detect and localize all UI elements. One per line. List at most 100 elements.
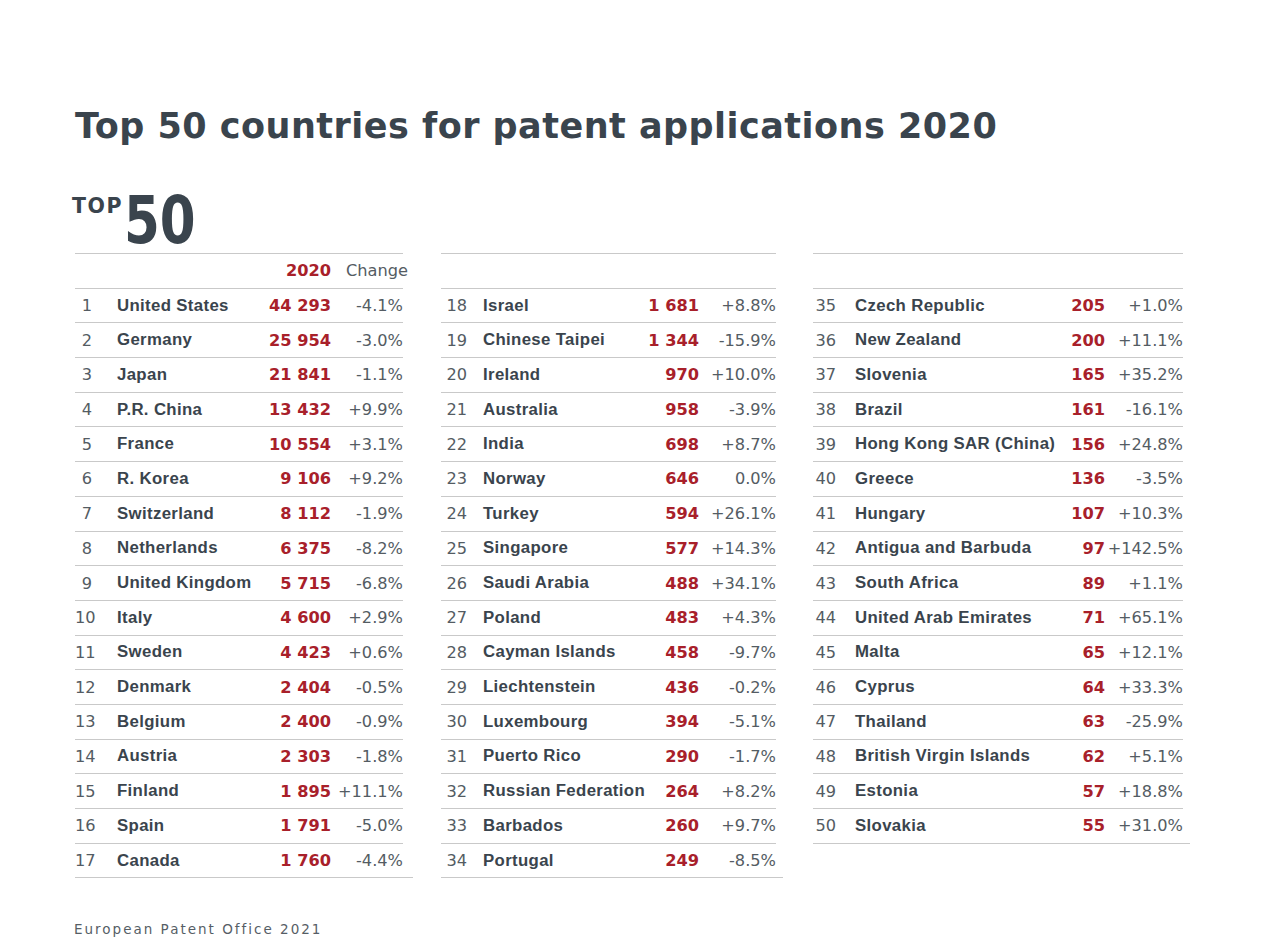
rank-cell: 41: [813, 504, 836, 523]
table-row: 31Puerto Rico290-1.7%: [441, 739, 776, 774]
change-cell: +8.2%: [699, 782, 776, 801]
table-row: 39Hong Kong SAR (China)156+24.8%: [813, 426, 1183, 461]
change-cell: -3.0%: [331, 331, 403, 350]
change-cell: -0.2%: [699, 678, 776, 697]
rank-cell: 39: [813, 435, 836, 454]
rank-cell: 36: [813, 331, 836, 350]
table-row: 3Japan21 841-1.1%: [75, 357, 403, 392]
value-cell: 1 344: [627, 331, 699, 350]
rank-cell: 43: [813, 574, 836, 593]
rank-cell: 7: [75, 504, 92, 523]
value-cell: 436: [627, 678, 699, 697]
rank-cell: 1: [75, 296, 92, 315]
table-row: 41Hungary107+10.3%: [813, 496, 1183, 531]
country-cell: Antigua and Barbuda: [836, 538, 1027, 558]
country-cell: Slovakia: [836, 816, 1027, 836]
change-cell: +1.0%: [1105, 296, 1183, 315]
table-row: 18Israel1 681+8.8%: [441, 288, 776, 323]
table-row: 6R. Korea9 106+9.2%: [75, 461, 403, 496]
rank-cell: 16: [75, 816, 92, 835]
change-cell: +2.9%: [331, 608, 403, 627]
country-cell: Australia: [467, 400, 627, 420]
value-cell: 594: [627, 504, 699, 523]
country-cell: Poland: [467, 608, 627, 628]
change-cell: +11.1%: [331, 782, 403, 801]
rank-cell: 46: [813, 678, 836, 697]
value-cell: 1 895: [259, 782, 331, 801]
value-cell: 57: [1027, 782, 1105, 801]
rank-cell: 32: [441, 782, 467, 801]
change-cell: +142.5%: [1105, 539, 1183, 558]
column-header-2020: 2020: [259, 261, 331, 280]
country-cell: India: [467, 434, 627, 454]
column-header-change: Change: [331, 261, 408, 280]
country-cell: Chinese Taipei: [467, 330, 627, 350]
change-cell: +35.2%: [1105, 365, 1183, 384]
rank-cell: 23: [441, 469, 467, 488]
value-cell: 97: [1027, 539, 1105, 558]
country-cell: Belgium: [92, 712, 259, 732]
change-cell: +12.1%: [1105, 643, 1183, 662]
country-cell: Puerto Rico: [467, 746, 627, 766]
change-cell: -1.8%: [331, 747, 403, 766]
value-cell: 63: [1027, 712, 1105, 731]
page-title: Top 50 countries for patent applications…: [75, 109, 997, 144]
value-cell: 205: [1027, 296, 1105, 315]
value-cell: 65: [1027, 643, 1105, 662]
change-cell: +8.7%: [699, 435, 776, 454]
rank-cell: 3: [75, 365, 92, 384]
change-cell: -8.5%: [699, 851, 776, 870]
change-cell: +24.8%: [1105, 435, 1183, 454]
country-cell: Saudi Arabia: [467, 573, 627, 593]
value-cell: 4 423: [259, 643, 331, 662]
value-cell: 2 404: [259, 678, 331, 697]
table-row: 17Canada1 760-4.4%: [75, 843, 403, 878]
change-cell: +26.1%: [699, 504, 776, 523]
value-cell: 200: [1027, 331, 1105, 350]
country-cell: Italy: [92, 608, 259, 628]
country-cell: British Virgin Islands: [836, 746, 1027, 766]
change-cell: -4.4%: [331, 851, 403, 870]
value-cell: 64: [1027, 678, 1105, 697]
rank-cell: 9: [75, 574, 92, 593]
change-cell: 0.0%: [699, 469, 776, 488]
change-cell: +1.1%: [1105, 574, 1183, 593]
rank-cell: 38: [813, 400, 836, 419]
rank-cell: 14: [75, 747, 92, 766]
value-cell: 9 106: [259, 469, 331, 488]
change-cell: +0.6%: [331, 643, 403, 662]
table-row: 5France10 554+3.1%: [75, 426, 403, 461]
country-cell: Norway: [467, 469, 627, 489]
value-cell: 646: [627, 469, 699, 488]
rank-cell: 2: [75, 331, 92, 350]
table-row: 20Ireland970+10.0%: [441, 357, 776, 392]
table-row: 10Italy4 600+2.9%: [75, 600, 403, 635]
change-cell: +9.7%: [699, 816, 776, 835]
table-row: 27Poland483+4.3%: [441, 600, 776, 635]
table-row: 28Cayman Islands458-9.7%: [441, 635, 776, 670]
value-cell: 13 432: [259, 400, 331, 419]
value-cell: 958: [627, 400, 699, 419]
value-cell: 488: [627, 574, 699, 593]
value-cell: 107: [1027, 504, 1105, 523]
value-cell: 4 600: [259, 608, 331, 627]
value-cell: 161: [1027, 400, 1105, 419]
rank-cell: 6: [75, 469, 92, 488]
rank-cell: 34: [441, 851, 467, 870]
top50-logo-top-text: TOP: [72, 196, 123, 217]
country-cell: Turkey: [467, 504, 627, 524]
rank-cell: 20: [441, 365, 467, 384]
table-row: 1United States44 293-4.1%: [75, 288, 403, 323]
value-cell: 577: [627, 539, 699, 558]
country-cell: Czech Republic: [836, 296, 1027, 316]
ranking-table-column-3: 35Czech Republic205+1.0%36New Zealand200…: [813, 253, 1190, 844]
country-cell: R. Korea: [92, 469, 259, 489]
country-cell: Finland: [92, 781, 259, 801]
change-cell: +4.3%: [699, 608, 776, 627]
country-cell: Thailand: [836, 712, 1027, 732]
country-cell: Hong Kong SAR (China): [836, 434, 1027, 454]
change-cell: +18.8%: [1105, 782, 1183, 801]
country-cell: Luxembourg: [467, 712, 627, 732]
table-row: 19Chinese Taipei1 344-15.9%: [441, 322, 776, 357]
rank-cell: 4: [75, 400, 92, 419]
